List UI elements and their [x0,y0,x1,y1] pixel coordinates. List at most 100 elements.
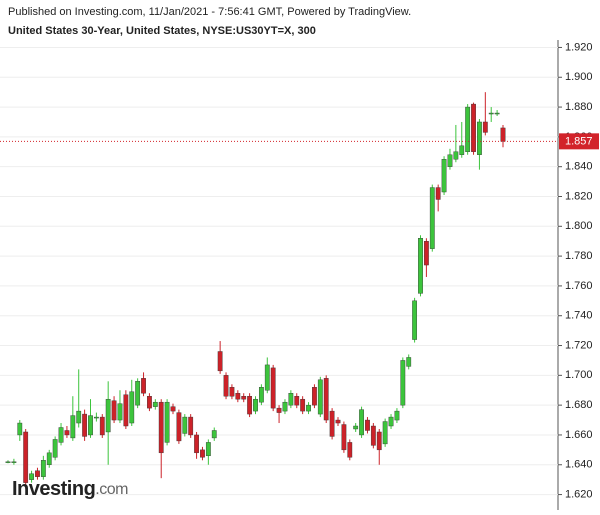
candle-body [17,422,23,436]
candle-body [306,404,311,412]
candle-body [288,393,294,406]
last-price-box [559,133,599,150]
candle-body [482,121,488,133]
candle-body [247,396,253,415]
candle-body [353,425,359,430]
candle-body [300,398,306,412]
candle-body [400,360,406,406]
candle-body [11,461,17,463]
candle-body [235,393,241,400]
candle-body [341,424,347,451]
candle-body [500,127,506,142]
candle-body [88,415,93,436]
candle-body [471,103,476,152]
y-tick-label: 1.620 [565,488,593,500]
candle-body [241,396,247,400]
candle-body [70,415,76,439]
candle-body [335,419,341,424]
y-tick-label: 1.640 [565,459,593,471]
candle-body [329,410,335,437]
candle-body [147,396,152,409]
candle-body [23,431,29,483]
candle-body [229,387,235,397]
candle-body [447,154,453,167]
y-tick-label: 1.760 [565,280,593,292]
candle-body [406,357,412,367]
candle-body [93,416,99,419]
candle-body [176,412,182,442]
candle-body [312,387,317,406]
candle-body [135,381,141,406]
candle-body [276,407,282,413]
candle-body [194,434,199,454]
candle-body [111,400,117,421]
candle-body [323,378,329,421]
candle-body [294,396,300,406]
candle-body [264,364,270,391]
candle-body [347,442,353,458]
candle-body [182,416,188,434]
candle-body [382,421,388,445]
candle-body [253,398,258,412]
candle-body [117,403,123,421]
candle-body [29,473,34,480]
candle-body [488,112,494,115]
logo: Investing.com [12,478,128,500]
candle-body [217,351,223,372]
logo-name: Investing [12,478,95,500]
candle-body [188,416,194,436]
y-tick-label: 1.740 [565,310,593,322]
candle-body [435,187,441,200]
candle-body [105,398,111,433]
candle-body [82,413,88,437]
candle-body [270,367,276,409]
candle-body [158,401,164,454]
candle-body [52,439,58,458]
candle-body [40,460,46,477]
chart-title: United States 30-Year, United States, NY… [8,25,316,37]
y-tick-label: 1.680 [565,399,593,411]
y-tick-label: 1.720 [565,339,593,351]
candle-body [170,406,176,412]
candle-body [394,410,400,421]
y-tick-label: 1.920 [565,41,593,53]
y-tick-label: 1.780 [565,250,593,262]
candle-body [123,394,129,427]
candle-body [58,427,64,443]
candle-body [359,409,364,436]
candle-body [429,187,435,249]
grid [0,46,558,496]
candle-body [423,241,429,266]
candle-body [141,378,146,394]
y-tick-label: 1.880 [565,101,593,113]
candles [5,92,506,489]
candle-body [258,387,264,403]
published-note: Published on Investing.com, 11/Jan/2021 … [8,6,411,18]
candle-body [35,470,40,477]
candle-body [205,442,211,457]
y-tick-label: 1.700 [565,369,593,381]
y-tick-label: 1.840 [565,161,593,173]
candle-body [370,425,376,446]
candle-body [376,431,382,451]
candle-body [200,449,205,458]
candle-body [317,379,323,415]
logo-suffix: .com [95,481,128,498]
candle-body [477,121,482,155]
candle-body [223,375,229,397]
candle-body [453,151,459,160]
y-tick-label: 1.900 [565,71,593,83]
candle-body [129,391,135,424]
candle-body [365,419,370,431]
candle-body [152,401,158,407]
candle-body [5,461,11,463]
y-tick-label: 1.820 [565,190,593,202]
candle-body [388,416,394,427]
candle-body [211,430,217,439]
candle-body [441,159,447,193]
candle-body [46,452,52,465]
y-tick-label: 1.800 [565,220,593,232]
y-tick-label: 1.660 [565,429,593,441]
